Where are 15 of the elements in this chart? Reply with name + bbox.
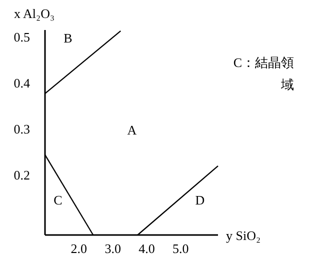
x-tick-label: 3.0 xyxy=(104,241,121,256)
y-tick-label: 0.5 xyxy=(14,29,30,44)
annotation: B xyxy=(64,30,73,46)
annotation: C xyxy=(54,192,62,208)
y-tick-label: 0.2 xyxy=(14,168,30,183)
x-tick-label: 2.0 xyxy=(70,241,88,256)
y-tick-label: 0.4 xyxy=(14,75,30,90)
annotation: D xyxy=(195,192,205,208)
x-tick-label: 5.0 xyxy=(172,241,189,256)
y-axis-title: x Al₂O₃ xyxy=(14,6,54,21)
y-tick-label: 0.3 xyxy=(14,122,30,137)
x-tick-label: 4.0 xyxy=(138,241,155,256)
x-axis-title: y SiO₂ xyxy=(226,228,261,243)
annotation: A xyxy=(127,122,138,138)
text: C：結晶領域 xyxy=(232,54,294,94)
